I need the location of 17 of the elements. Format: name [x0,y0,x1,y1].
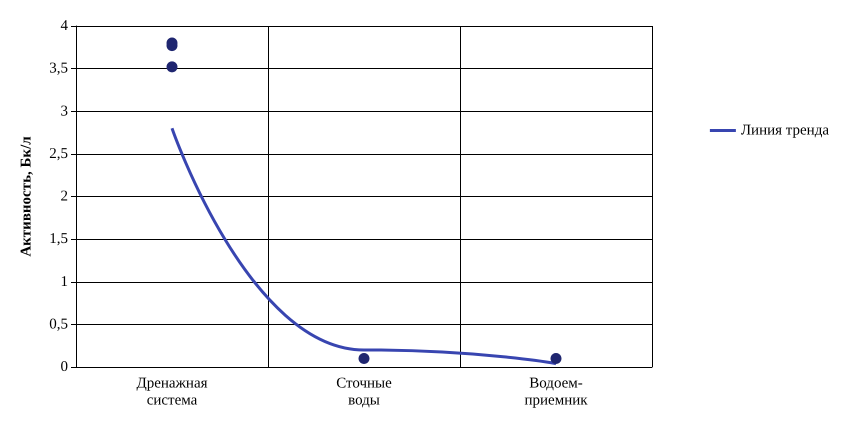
y-tick-label: 2 [60,188,68,204]
y-tick-label: 0 [60,359,68,375]
y-axis-title: Активность, Бк/л [18,136,34,257]
y-tick-label: 0,5 [49,316,68,332]
point [550,352,562,364]
legend-label: Линия тренда [740,122,830,138]
y-tick-label: 2,5 [49,146,68,162]
y-tick-label: 4 [60,18,68,34]
y-tick-label: 1 [60,274,68,290]
x-tick-label: Сточные воды [336,376,392,408]
x-tick-label: Водоем-приемник [524,376,588,408]
y-tick-label: 3,5 [49,60,68,77]
x-tick-label: Дренажная система [136,376,208,408]
point [358,352,370,364]
point [166,61,178,72]
y-tick-label: 3 [60,103,68,120]
y-tick-label: 1,5 [49,231,68,248]
